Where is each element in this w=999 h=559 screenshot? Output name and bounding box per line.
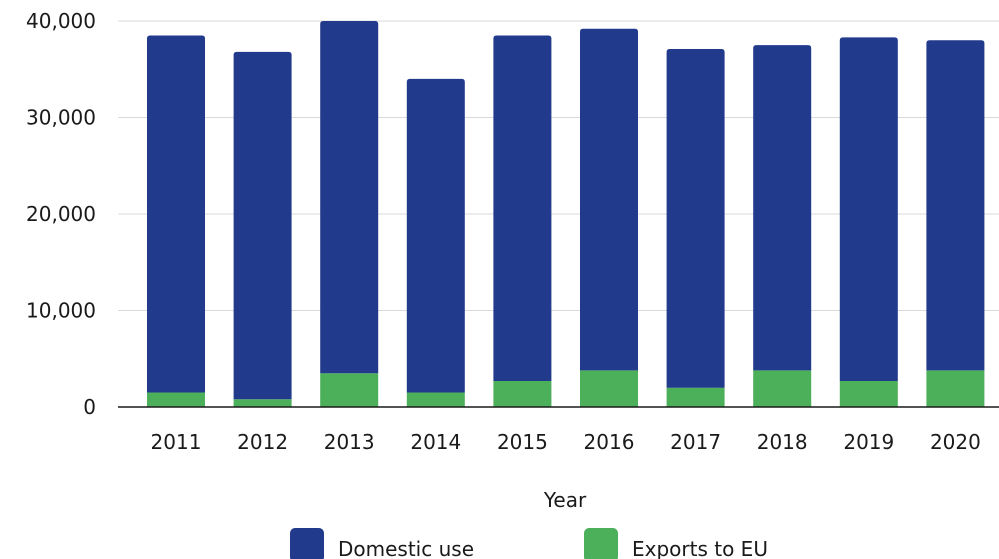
exports-to-eu-bar bbox=[926, 370, 985, 407]
exports-to-eu-bar bbox=[839, 380, 898, 407]
legend-swatch-domestic-use bbox=[290, 528, 324, 559]
exports-to-eu-bar bbox=[147, 392, 205, 407]
exports-to-eu-bar bbox=[580, 370, 638, 407]
legend-label-exports-to-eu: Exports to EU bbox=[632, 537, 768, 559]
legend: Domestic use Exports to EU bbox=[290, 528, 768, 559]
x-tick-label: 2019 bbox=[843, 430, 894, 454]
exports-to-eu-bar bbox=[320, 373, 379, 407]
domestic-use-bar bbox=[839, 37, 898, 381]
domestic-use-bar bbox=[147, 35, 205, 393]
domestic-use-bar bbox=[926, 40, 985, 371]
domestic-use-bar bbox=[320, 21, 379, 374]
x-tick-label: 2013 bbox=[324, 430, 375, 454]
y-tick-label: 0 bbox=[83, 395, 96, 419]
x-tick-label: 2020 bbox=[930, 430, 981, 454]
exports-to-eu-bar bbox=[233, 399, 292, 407]
x-axis-title: Year bbox=[543, 488, 587, 512]
x-tick-label: 2015 bbox=[497, 430, 548, 454]
domestic-use-bar bbox=[406, 78, 465, 393]
legend-label-domestic-use: Domestic use bbox=[338, 537, 474, 559]
domestic-use-bar bbox=[493, 35, 552, 381]
x-tick-label: 2017 bbox=[670, 430, 721, 454]
y-tick-label: 30,000 bbox=[26, 106, 96, 130]
exports-to-eu-bar bbox=[406, 392, 465, 407]
domestic-use-bar bbox=[580, 28, 638, 371]
exports-to-eu-bar bbox=[493, 380, 552, 407]
axes: 0 10,000 20,000 30,000 40,000 2011 2012 2013 201… bbox=[26, 9, 999, 454]
y-tick-label: 10,000 bbox=[26, 299, 96, 323]
x-tick-label: 2016 bbox=[584, 430, 635, 454]
exports-to-eu-bar bbox=[753, 370, 812, 407]
y-tick-label: 40,000 bbox=[26, 9, 96, 33]
exports-to-eu-bar bbox=[666, 387, 725, 407]
domestic-use-bar bbox=[666, 48, 725, 388]
x-tick-label: 2011 bbox=[151, 430, 202, 454]
bars bbox=[147, 21, 985, 407]
domestic-use-bar bbox=[233, 51, 292, 400]
legend-swatch-exports-to-eu bbox=[584, 528, 618, 559]
x-tick-label: 2014 bbox=[410, 430, 461, 454]
y-tick-label: 20,000 bbox=[26, 202, 96, 226]
x-tick-label: 2012 bbox=[237, 430, 288, 454]
domestic-use-bar bbox=[753, 45, 812, 371]
x-tick-label: 2018 bbox=[757, 430, 808, 454]
